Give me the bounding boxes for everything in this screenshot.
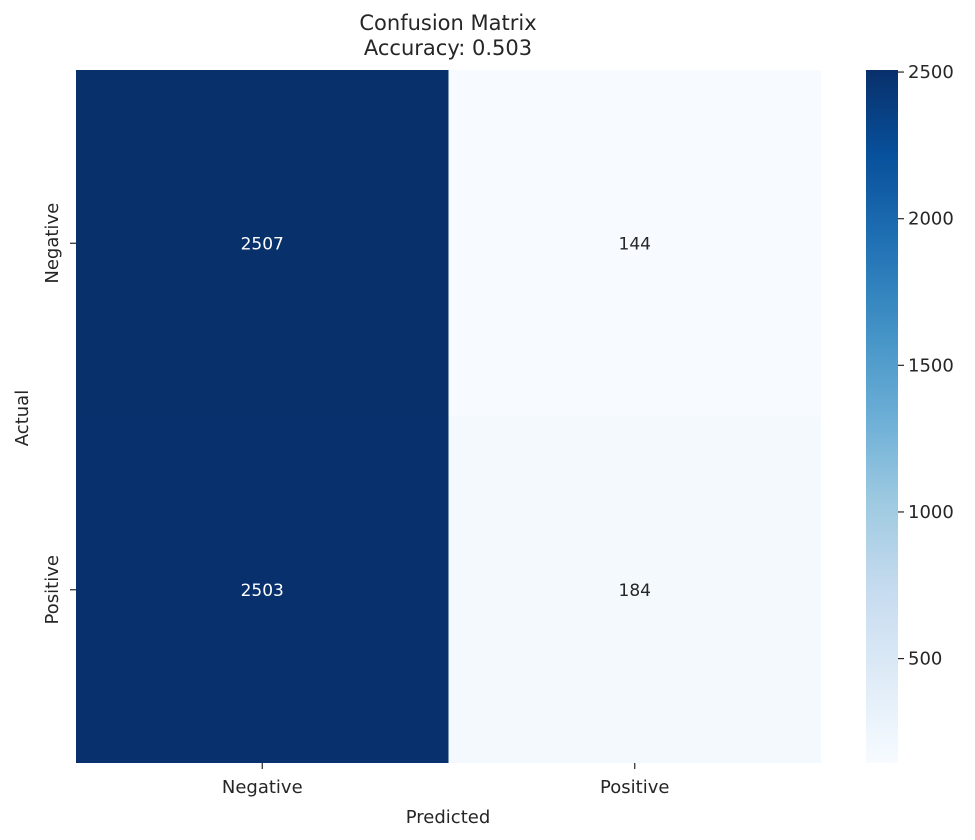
y-tick-label: Positive [42, 555, 63, 624]
colorbar-tick-label: 2000 [908, 209, 954, 230]
cell-value-label: 2507 [241, 234, 284, 254]
x-axis-ticks: Negative Positive [222, 763, 669, 798]
colorbar-ticks: 500 1000 1500 2000 2500 [898, 62, 954, 670]
cell-annotations: 2507 144 2503 184 [241, 234, 651, 601]
cell-value-label: 2503 [241, 581, 284, 601]
heatmap-cell [76, 416, 449, 763]
y-axis-ticks: Negative Positive [42, 203, 76, 624]
colorbar-tick-label: 2500 [908, 62, 954, 83]
heatmap-cell [448, 416, 821, 763]
heatmap-cells [76, 70, 821, 763]
colorbar [866, 70, 898, 763]
cell-value-label: 144 [619, 234, 651, 254]
cell-value-label: 184 [619, 581, 651, 601]
colorbar-tick-label: 1000 [908, 502, 954, 523]
chart-title: Confusion Matrix [359, 11, 536, 35]
x-axis-label: Predicted [406, 807, 491, 828]
x-tick-label: Positive [600, 777, 669, 798]
y-axis-label: Actual [12, 390, 33, 446]
y-tick-label: Negative [42, 203, 63, 284]
heatmap-cell [76, 70, 449, 417]
colorbar-tick-label: 1500 [908, 355, 954, 376]
colorbar-tick-label: 500 [908, 649, 942, 670]
chart-subtitle: Accuracy: 0.503 [364, 36, 532, 60]
x-tick-label: Negative [222, 777, 303, 798]
heatmap-cell [448, 70, 821, 417]
